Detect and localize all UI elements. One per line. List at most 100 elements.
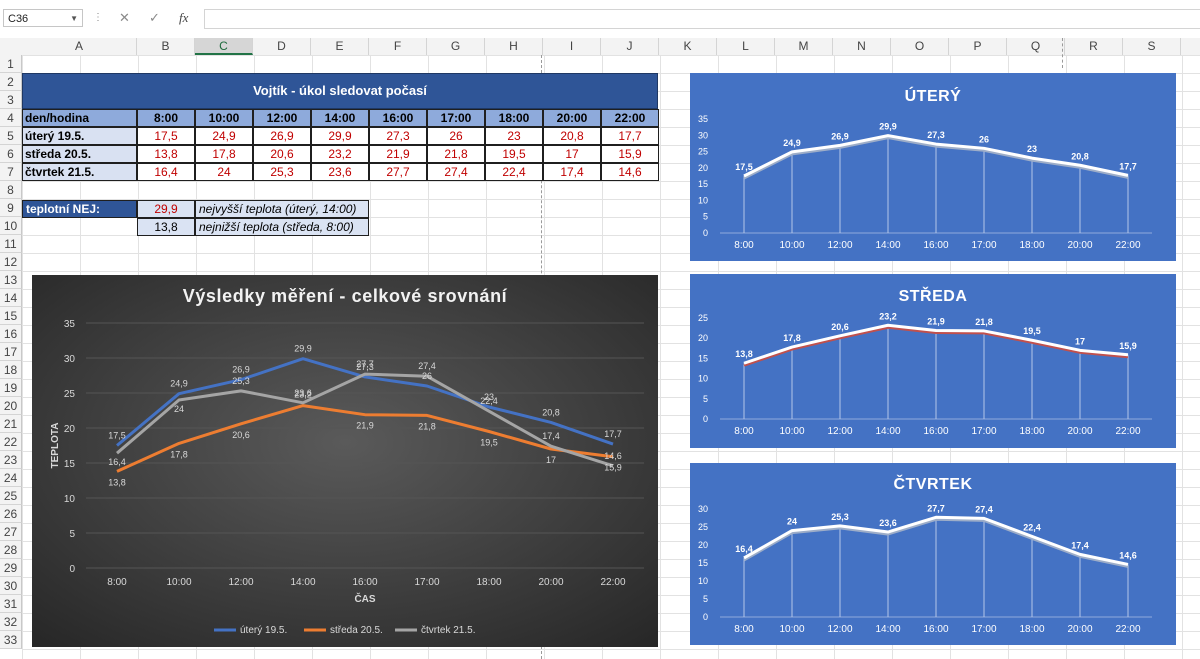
row-header-5[interactable]: 5: [0, 127, 22, 145]
extremes-label[interactable]: teplotní NEJ:: [22, 200, 137, 218]
temperature-cell[interactable]: 26,9: [253, 127, 311, 145]
row-header-3[interactable]: 3: [0, 91, 22, 109]
row-header-14[interactable]: 14: [0, 289, 22, 307]
row-header-31[interactable]: 31: [0, 595, 22, 613]
min-temperature-note[interactable]: nejnižší teplota (středa, 8:00): [195, 218, 369, 236]
temperature-cell[interactable]: 17,4: [543, 163, 601, 181]
temperature-cell[interactable]: 17,8: [195, 145, 253, 163]
header-time[interactable]: 18:00: [485, 109, 543, 127]
row-header-22[interactable]: 22: [0, 433, 22, 451]
row-header-28[interactable]: 28: [0, 541, 22, 559]
temperature-cell[interactable]: 17,7: [601, 127, 659, 145]
header-time[interactable]: 17:00: [427, 109, 485, 127]
formula-input[interactable]: [204, 9, 1200, 29]
temperature-cell[interactable]: 19,5: [485, 145, 543, 163]
row-header-29[interactable]: 29: [0, 559, 22, 577]
column-header-k[interactable]: K: [659, 38, 717, 55]
temperature-cell[interactable]: 24,9: [195, 127, 253, 145]
column-header-p[interactable]: P: [949, 38, 1007, 55]
column-header-j[interactable]: J: [601, 38, 659, 55]
temperature-cell[interactable]: 27,4: [427, 163, 485, 181]
name-box[interactable]: C36 ▼: [3, 9, 83, 27]
column-header-a[interactable]: A: [22, 38, 137, 55]
max-temperature-note[interactable]: nejvyšší teplota (úterý, 14:00): [195, 200, 369, 218]
chevron-down-icon[interactable]: ▼: [70, 14, 78, 23]
row-header-16[interactable]: 16: [0, 325, 22, 343]
temperature-cell[interactable]: 23,2: [311, 145, 369, 163]
row-header-21[interactable]: 21: [0, 415, 22, 433]
column-header-b[interactable]: B: [137, 38, 195, 55]
row-header-20[interactable]: 20: [0, 397, 22, 415]
row-header-26[interactable]: 26: [0, 505, 22, 523]
temperature-cell[interactable]: 17: [543, 145, 601, 163]
row-day-label[interactable]: čtvrtek 21.5.: [22, 163, 137, 181]
row-header-1[interactable]: 1: [0, 55, 22, 73]
header-day-hour[interactable]: den/hodina: [22, 109, 137, 127]
row-header-2[interactable]: 2: [0, 73, 22, 91]
row-day-label[interactable]: středa 20.5.: [22, 145, 137, 163]
column-header-o[interactable]: O: [891, 38, 949, 55]
row-header-18[interactable]: 18: [0, 361, 22, 379]
row-header-23[interactable]: 23: [0, 451, 22, 469]
column-header-e[interactable]: E: [311, 38, 369, 55]
column-header-i[interactable]: I: [543, 38, 601, 55]
column-header-s[interactable]: S: [1123, 38, 1181, 55]
table-title[interactable]: Vojtík - úkol sledovat počasí: [22, 73, 658, 109]
chart-comparison[interactable]: Výsledky měření - celkové srovnání 0 5 10 15…: [32, 275, 658, 647]
row-header-6[interactable]: 6: [0, 145, 22, 163]
row-header-9[interactable]: 9: [0, 199, 22, 217]
row-header-19[interactable]: 19: [0, 379, 22, 397]
row-header-30[interactable]: 30: [0, 577, 22, 595]
temperature-cell[interactable]: 23: [485, 127, 543, 145]
column-header-q[interactable]: Q: [1007, 38, 1065, 55]
row-header-4[interactable]: 4: [0, 109, 22, 127]
row-header-33[interactable]: 33: [0, 631, 22, 649]
temperature-cell[interactable]: 27,7: [369, 163, 427, 181]
temperature-cell[interactable]: 21,8: [427, 145, 485, 163]
temperature-cell[interactable]: 13,8: [137, 145, 195, 163]
header-time[interactable]: 20:00: [543, 109, 601, 127]
enter-icon[interactable]: ✓: [149, 10, 160, 25]
temperature-cell[interactable]: 14,6: [601, 163, 659, 181]
insert-function-icon[interactable]: fx: [179, 10, 189, 25]
column-header-r[interactable]: R: [1065, 38, 1123, 55]
temperature-cell[interactable]: 27,3: [369, 127, 427, 145]
max-temperature-value[interactable]: 29,9: [137, 200, 195, 218]
temperature-cell[interactable]: 23,6: [311, 163, 369, 181]
chart-utery[interactable]: ÚTERÝ 0 5 10 15 20 25 30 35 8:00 10:00 12:00 14:00 16…: [690, 73, 1176, 261]
header-time[interactable]: 14:00: [311, 109, 369, 127]
row-header-17[interactable]: 17: [0, 343, 22, 361]
row-header-27[interactable]: 27: [0, 523, 22, 541]
row-header-24[interactable]: 24: [0, 469, 22, 487]
column-header-f[interactable]: F: [369, 38, 427, 55]
temperature-cell[interactable]: 20,8: [543, 127, 601, 145]
row-header-10[interactable]: 10: [0, 217, 22, 235]
row-day-label[interactable]: úterý 19.5.: [22, 127, 137, 145]
header-time[interactable]: 12:00: [253, 109, 311, 127]
min-temperature-value[interactable]: 13,8: [137, 218, 195, 236]
column-header-g[interactable]: G: [427, 38, 485, 55]
row-header-25[interactable]: 25: [0, 487, 22, 505]
header-time[interactable]: 8:00: [137, 109, 195, 127]
temperature-cell[interactable]: 24: [195, 163, 253, 181]
column-header-d[interactable]: D: [253, 38, 311, 55]
row-header-15[interactable]: 15: [0, 307, 22, 325]
column-header-c[interactable]: C: [195, 38, 253, 55]
chart-streda[interactable]: STŘEDA 0 5 10 15 20 25 8:00 10:00 12:00 14:00 16:00…: [690, 274, 1176, 448]
header-time[interactable]: 10:00: [195, 109, 253, 127]
row-header-32[interactable]: 32: [0, 613, 22, 631]
temperature-cell[interactable]: 21,9: [369, 145, 427, 163]
temperature-cell[interactable]: 17,5: [137, 127, 195, 145]
temperature-cell[interactable]: 26: [427, 127, 485, 145]
temperature-cell[interactable]: 22,4: [485, 163, 543, 181]
column-header-h[interactable]: H: [485, 38, 543, 55]
temperature-cell[interactable]: 29,9: [311, 127, 369, 145]
temperature-cell[interactable]: 20,6: [253, 145, 311, 163]
column-header-n[interactable]: N: [833, 38, 891, 55]
row-header-13[interactable]: 13: [0, 271, 22, 289]
temperature-cell[interactable]: 16,4: [137, 163, 195, 181]
row-header-11[interactable]: 11: [0, 235, 22, 253]
column-header-l[interactable]: L: [717, 38, 775, 55]
chart-ctvrtek[interactable]: ČTVRTEK 0 5 10 15 20 25 30 8:00 10:00 12:00 14:00 16…: [690, 463, 1176, 645]
column-header-m[interactable]: M: [775, 38, 833, 55]
